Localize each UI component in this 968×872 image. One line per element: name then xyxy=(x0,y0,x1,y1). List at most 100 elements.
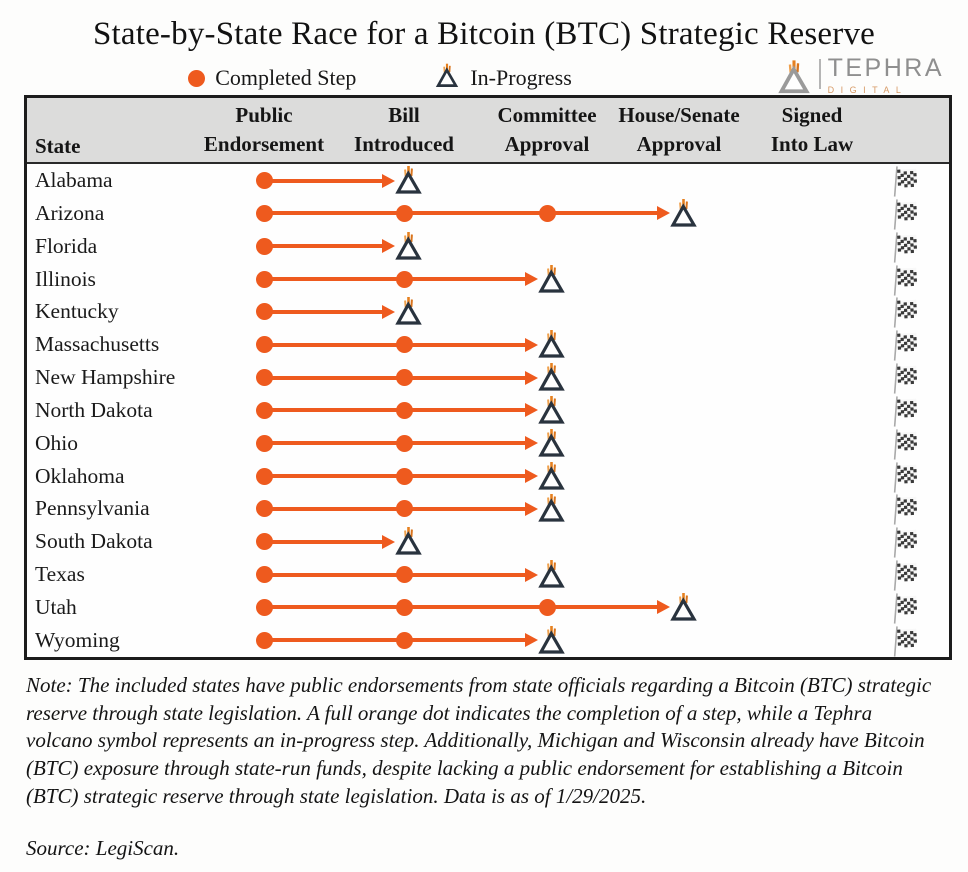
legend: Completed Step In-Progress xyxy=(0,62,760,94)
state-label: New Hampshire xyxy=(35,365,176,390)
state-row: Florida xyxy=(27,230,949,263)
checkered-flag-icon xyxy=(893,330,918,361)
state-label: Arizona xyxy=(35,200,105,225)
completed-step-dot xyxy=(255,533,273,551)
checkered-flag-icon xyxy=(893,429,918,460)
progress-arrow-head xyxy=(382,239,395,254)
volcano-icon xyxy=(538,625,565,654)
progress-arrow-head xyxy=(382,173,395,188)
checkered-flag-icon xyxy=(893,166,918,197)
state-row: South Dakota xyxy=(27,525,949,558)
completed-step-dot xyxy=(255,566,273,584)
completed-step-dot xyxy=(395,566,413,584)
state-row: Utah xyxy=(27,591,949,624)
completed-step-dot xyxy=(395,336,413,354)
volcano-icon xyxy=(538,494,565,523)
completed-step-dot xyxy=(255,303,273,321)
column-header-step: Signed Into Law xyxy=(770,103,854,157)
progress-arrow-head xyxy=(525,403,538,418)
volcano-icon xyxy=(538,363,565,391)
progress-arrow-head xyxy=(525,567,538,582)
volcano-icon xyxy=(395,231,422,260)
state-row: Massachusetts xyxy=(27,328,949,361)
checkered-flag-icon xyxy=(893,199,918,230)
state-row: North Dakota xyxy=(27,394,949,427)
checkered-flag-icon xyxy=(893,264,918,296)
state-row: Oklahoma xyxy=(27,460,949,493)
checkered-flag-icon xyxy=(893,527,918,558)
completed-step-dot xyxy=(538,598,556,616)
completed-step-dot xyxy=(255,369,273,387)
checkered-flag-icon xyxy=(893,593,918,624)
completed-step-dot xyxy=(255,434,273,452)
legend-completed-label: Completed Step xyxy=(215,65,357,90)
completed-step-dot xyxy=(255,204,273,222)
state-row: Illinois xyxy=(27,263,949,296)
completed-step-dot xyxy=(395,369,413,387)
volcano-icon xyxy=(777,60,810,94)
completed-step-dot xyxy=(255,172,273,189)
state-label: Florida xyxy=(35,233,98,258)
volcano-icon xyxy=(436,63,459,87)
progress-arrow-line xyxy=(264,178,386,183)
brand-subtitle: DIGITAL xyxy=(827,85,908,95)
progress-arrow-line xyxy=(264,539,386,544)
completed-step-dot xyxy=(395,631,413,649)
note-text: Note: The included states have public en… xyxy=(26,673,932,808)
completed-step-dot xyxy=(395,598,413,616)
completed-step-dot xyxy=(395,204,413,222)
state-label: Massachusetts xyxy=(35,332,160,357)
state-label: Texas xyxy=(35,562,85,587)
column-header-step: Public Endorsement xyxy=(203,103,325,157)
completed-step-dot xyxy=(538,204,556,222)
volcano-icon xyxy=(538,330,565,358)
state-row: Kentucky xyxy=(27,295,949,328)
progress-arrow-head xyxy=(525,633,538,648)
completed-step-dot xyxy=(395,467,413,485)
completed-step-dot xyxy=(255,336,273,354)
state-label: Oklahoma xyxy=(35,463,125,488)
progress-arrow-head xyxy=(525,370,538,385)
state-label: Ohio xyxy=(35,430,78,455)
completed-step-dot xyxy=(255,631,273,649)
progress-arrow-head xyxy=(525,272,538,287)
checkered-flag-icon xyxy=(893,461,918,493)
volcano-icon xyxy=(538,461,565,490)
legend-inprogress-label: In-Progress xyxy=(470,65,572,90)
completed-step-dot xyxy=(255,237,273,255)
in-progress-volcano-icon xyxy=(434,62,460,94)
completed-step-dot xyxy=(255,467,273,485)
progress-arrow-line xyxy=(264,605,661,610)
volcano-icon xyxy=(538,428,565,457)
progress-arrow-head xyxy=(657,206,670,221)
progress-arrow-line xyxy=(264,211,661,216)
checkered-flag-icon xyxy=(893,363,918,394)
state-label: Pennsylvania xyxy=(35,496,150,521)
checkered-flag-icon xyxy=(893,297,918,328)
state-label: Alabama xyxy=(35,168,113,192)
state-label: Utah xyxy=(35,594,77,619)
column-header-step: Committee Approval xyxy=(497,103,597,157)
table-header-row: State Public Endorsement Bill Introduced Com… xyxy=(27,98,949,164)
state-row: Alabama xyxy=(27,164,949,197)
completed-step-dot-icon xyxy=(188,69,206,87)
column-header-step: Bill Introduced xyxy=(354,103,454,157)
checkered-flag-icon xyxy=(893,396,918,427)
logo-divider xyxy=(818,59,821,89)
progress-arrow-head xyxy=(657,600,670,615)
progress-arrow-head xyxy=(382,534,395,549)
column-header-state: State xyxy=(35,134,81,158)
state-label: Kentucky xyxy=(35,299,119,324)
completed-step-dot xyxy=(255,270,273,288)
state-row: Texas xyxy=(27,558,949,591)
state-row: Wyoming xyxy=(27,624,949,657)
state-row: Ohio xyxy=(27,427,949,460)
completed-step-dot xyxy=(255,500,273,518)
page-title: State-by-State Race for a Bitcoin (BTC) … xyxy=(92,16,876,52)
state-label: North Dakota xyxy=(35,397,153,422)
volcano-icon xyxy=(670,198,697,227)
completed-step-dot xyxy=(395,401,413,419)
volcano-icon xyxy=(395,527,422,555)
checkered-flag-icon xyxy=(893,232,918,263)
